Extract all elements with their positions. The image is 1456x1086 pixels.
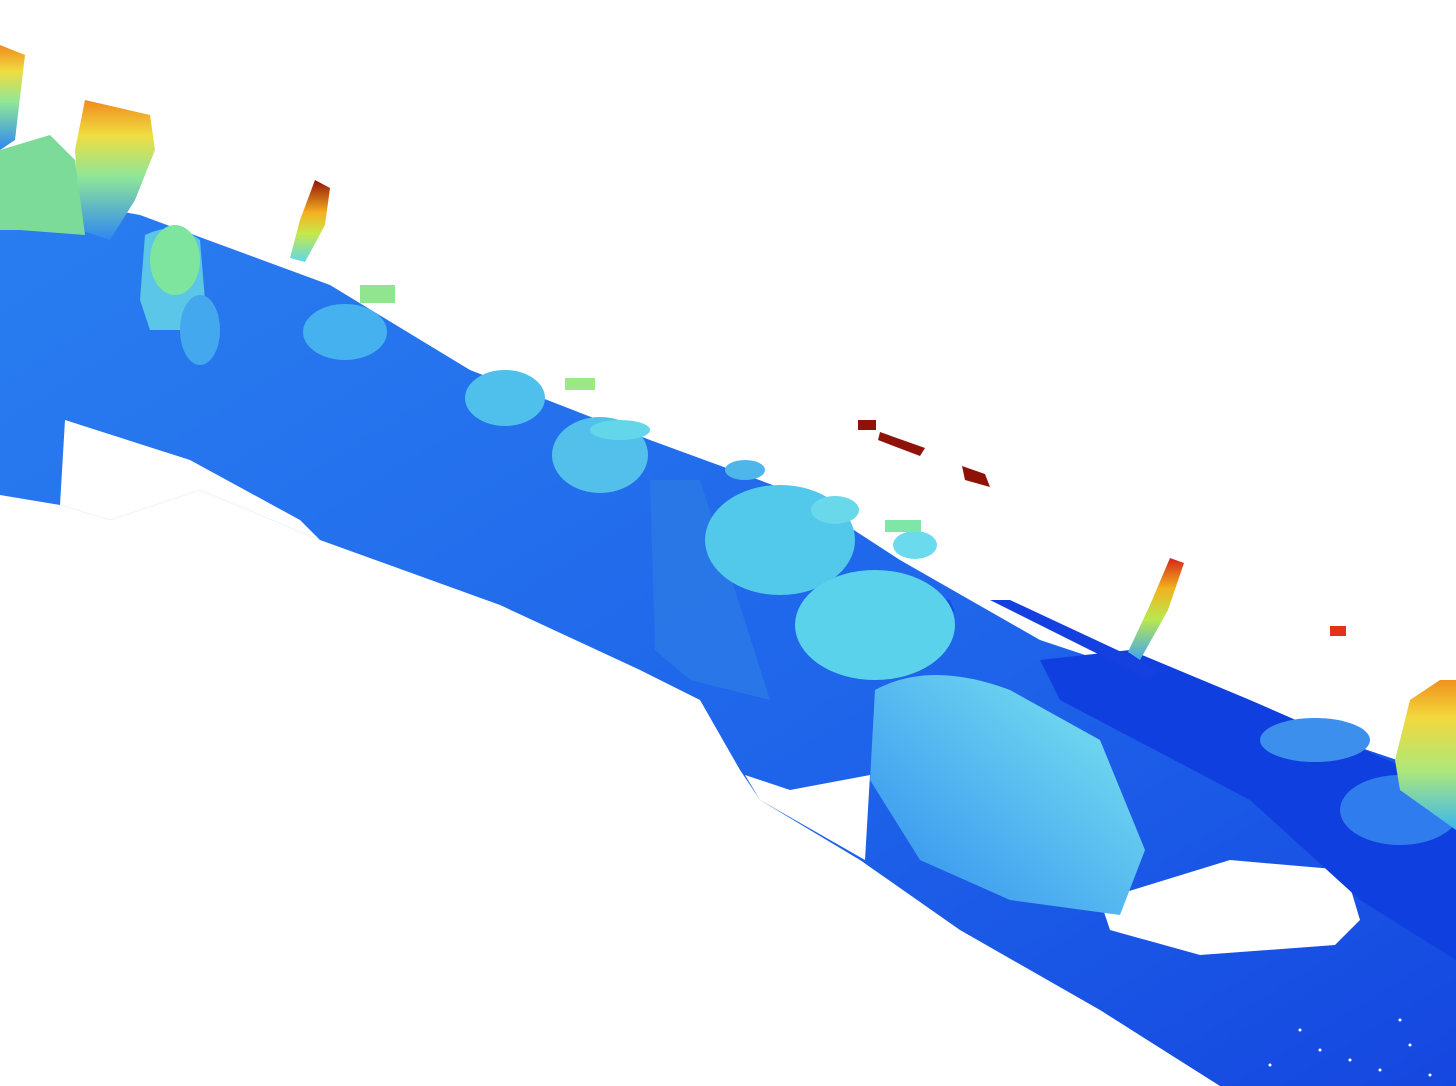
overhead-point [1330,626,1346,636]
curb-object [725,460,765,480]
curb-object [885,520,921,532]
car-1b [180,295,220,365]
tree-right-edge [1395,680,1456,830]
car-8 [1260,718,1370,762]
curb-object [811,496,859,524]
tree-left-edge [0,45,25,150]
overhead-wire [962,466,990,487]
overhead-wire [858,420,876,430]
car-3 [465,370,545,426]
ground-gap-left [60,420,320,540]
curb-object [565,378,595,390]
scatter-points [1268,1018,1432,1077]
tree-trunk [150,225,200,295]
car-6 [795,570,955,680]
pole-1 [290,180,330,262]
car-2 [303,304,387,360]
car-7 [870,675,1145,915]
ground-gap-right [1100,860,1360,955]
pole-2 [1128,558,1184,660]
ground-gap-mid [745,775,870,860]
tree-left-1 [75,100,155,240]
overhead-wire [878,432,925,456]
far-lane [1040,650,1456,960]
far-lane-strip [990,600,1160,680]
curb-object [893,531,937,559]
tree-left-2 [0,135,85,235]
curb-object [590,420,650,440]
curb-object [360,285,395,303]
ground-wedge [650,480,770,700]
